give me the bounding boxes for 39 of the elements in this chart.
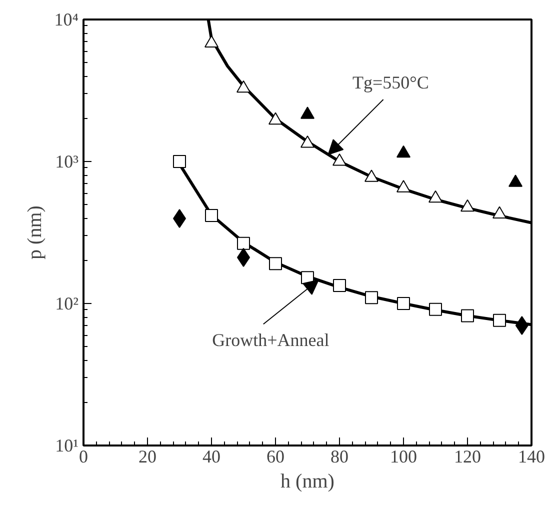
point — [429, 302, 442, 316]
x-axis-title: h (nm) — [280, 470, 334, 492]
point — [268, 112, 282, 125]
x-tick-label: 40 — [202, 446, 220, 466]
x-tick-label: 80 — [330, 446, 348, 466]
annotation: Tg=550°C — [352, 72, 429, 93]
point — [332, 153, 346, 166]
y-tick-label: 10⁴ — [54, 10, 79, 30]
point — [492, 206, 506, 219]
point — [508, 174, 522, 187]
x-tick-label: 120 — [454, 446, 481, 466]
point — [333, 278, 346, 292]
x-tick-label: 60 — [266, 446, 284, 466]
point — [237, 236, 250, 250]
point — [173, 155, 186, 168]
point — [428, 190, 442, 203]
y-axis-title: p (nm) — [24, 206, 46, 260]
point — [236, 80, 250, 93]
point — [365, 291, 378, 304]
point — [397, 297, 410, 310]
point — [364, 170, 378, 182]
annotation: Growth+Anneal — [212, 330, 330, 350]
point — [205, 208, 218, 222]
point — [493, 314, 506, 327]
x-tick-label: 100 — [390, 446, 417, 466]
y-tick-label: 10³ — [55, 152, 80, 172]
point — [269, 257, 282, 270]
point — [461, 309, 474, 322]
point — [396, 145, 410, 158]
x-tick-label: 0 — [79, 446, 88, 466]
point — [460, 199, 474, 212]
x-tick-label: 140 — [518, 446, 545, 466]
y-tick-label: 10² — [55, 294, 79, 314]
point — [204, 35, 218, 48]
x-tick-label: 20 — [138, 446, 156, 466]
point — [396, 180, 410, 192]
y-tick-label: 10¹ — [55, 436, 79, 456]
point — [300, 106, 314, 119]
point — [300, 135, 314, 148]
